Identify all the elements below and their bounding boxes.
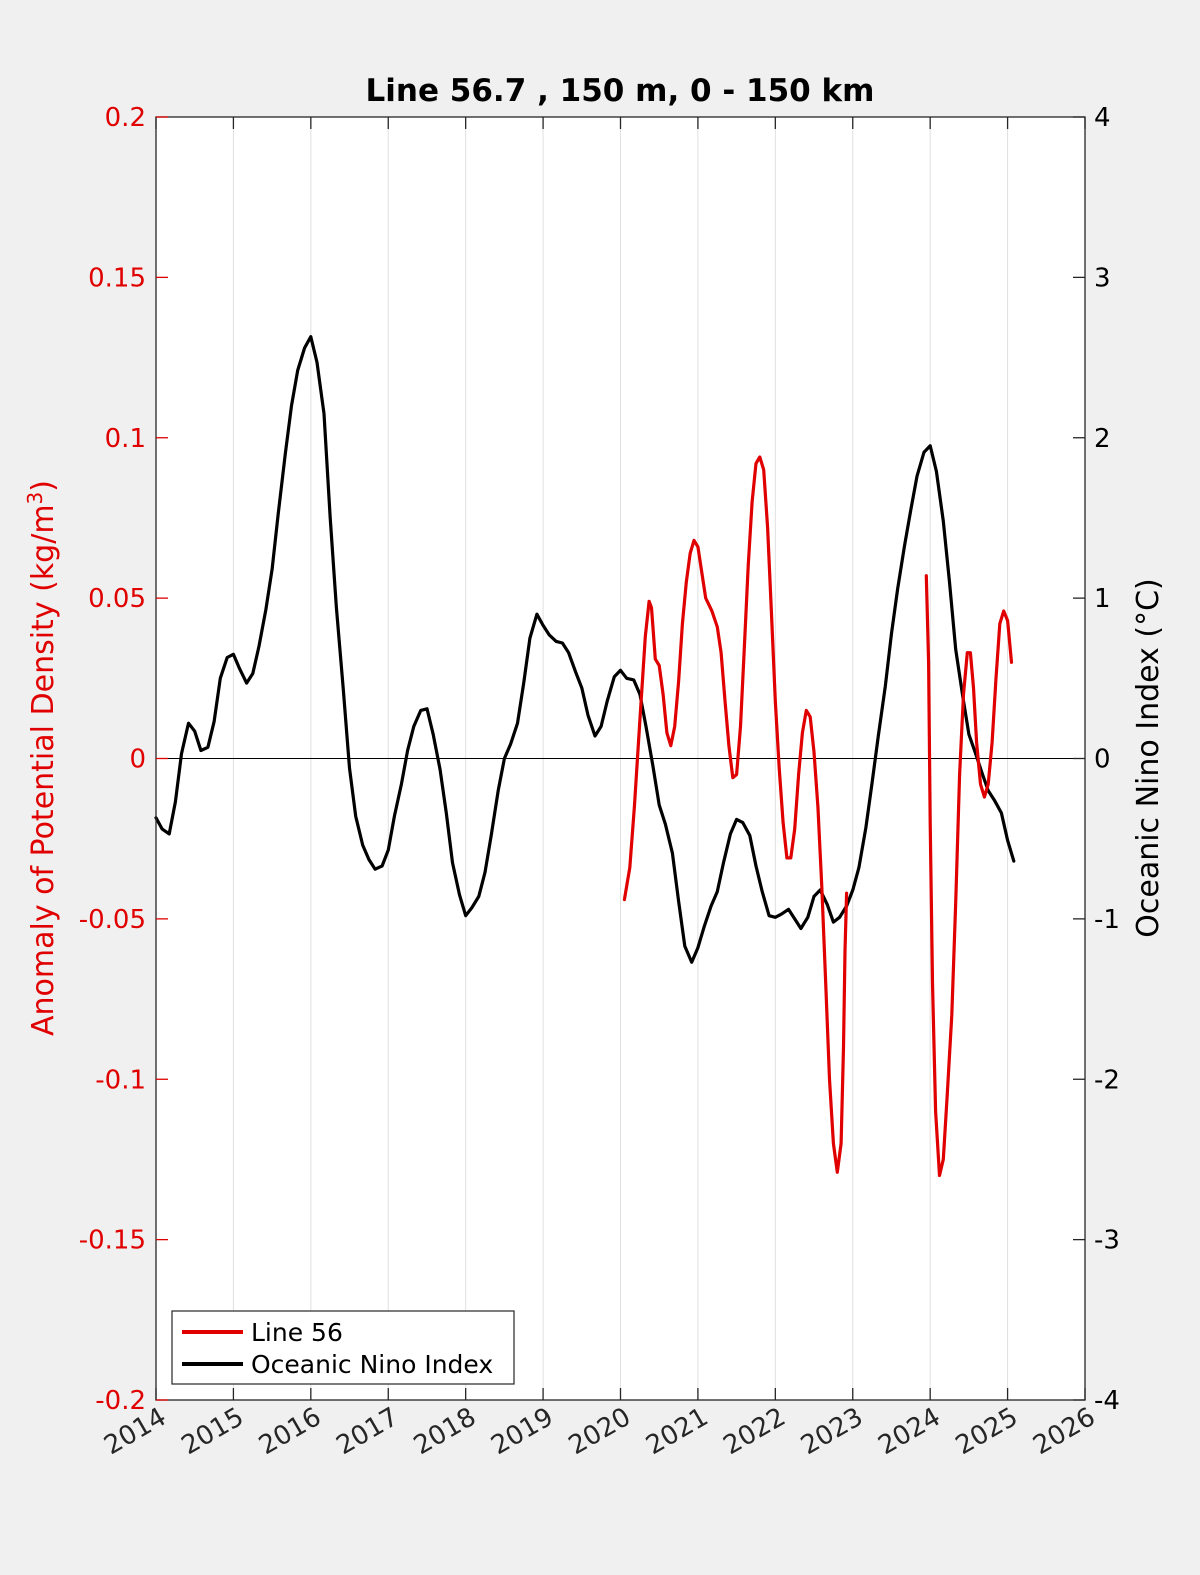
y-right-tick-label: 1 xyxy=(1094,584,1111,614)
y-right-tick-label: -2 xyxy=(1094,1065,1120,1095)
y-right-tick-label: 2 xyxy=(1094,424,1111,454)
y-left-tick-label: 0.05 xyxy=(88,584,146,614)
y-left-tick-label: 0.1 xyxy=(105,424,146,454)
y-left-tick-label: -0.15 xyxy=(79,1226,146,1256)
series-oni-segment-0 xyxy=(154,335,1016,964)
y-right-axis-label: Oceanic Nino Index (°C) xyxy=(1131,578,1166,938)
legend-line56-label: Line 56 xyxy=(251,1318,343,1347)
series-line56-segment-0 xyxy=(622,455,849,1174)
y-right-tick-label: -1 xyxy=(1094,905,1120,935)
series-line56-segment-1 xyxy=(924,574,1014,1178)
y-left-tick-label: 0.15 xyxy=(88,263,146,293)
y-left-tick-label: 0 xyxy=(129,745,146,775)
y-left-tick-label: 0.2 xyxy=(105,103,146,133)
y-right-tick-label: 0 xyxy=(1094,745,1111,775)
y-left-tick-label: -0.05 xyxy=(79,905,146,935)
y-right-tick-labels: 4 3 2 1 0 -1 -2 -3 -4 xyxy=(1094,103,1120,1416)
series-layer xyxy=(154,335,1016,1178)
y-right-tick-label: -3 xyxy=(1094,1226,1120,1256)
tick-marks xyxy=(155,116,1086,1401)
y-left-tick-label: -0.1 xyxy=(95,1065,146,1095)
legend: Line 56 Oceanic Nino Index xyxy=(171,1310,515,1385)
y-left-axis-label: Anomaly of Potential Density (kg/m3) xyxy=(23,480,61,1036)
chart-title: Line 56.7 , 150 m, 0 - 150 km xyxy=(366,73,875,109)
y-left-tick-labels: 0.2 0.15 0.1 0.05 0 -0.05 -0.1 -0.15 -0.2 xyxy=(79,103,146,1416)
legend-oni-label: Oceanic Nino Index xyxy=(251,1350,493,1379)
y-right-tick-label: 3 xyxy=(1094,263,1111,293)
y-right-tick-label: -4 xyxy=(1094,1386,1120,1416)
y-left-tick-label: -0.2 xyxy=(95,1386,146,1416)
y-right-tick-label: 4 xyxy=(1094,103,1111,133)
legend-box xyxy=(171,1310,515,1385)
